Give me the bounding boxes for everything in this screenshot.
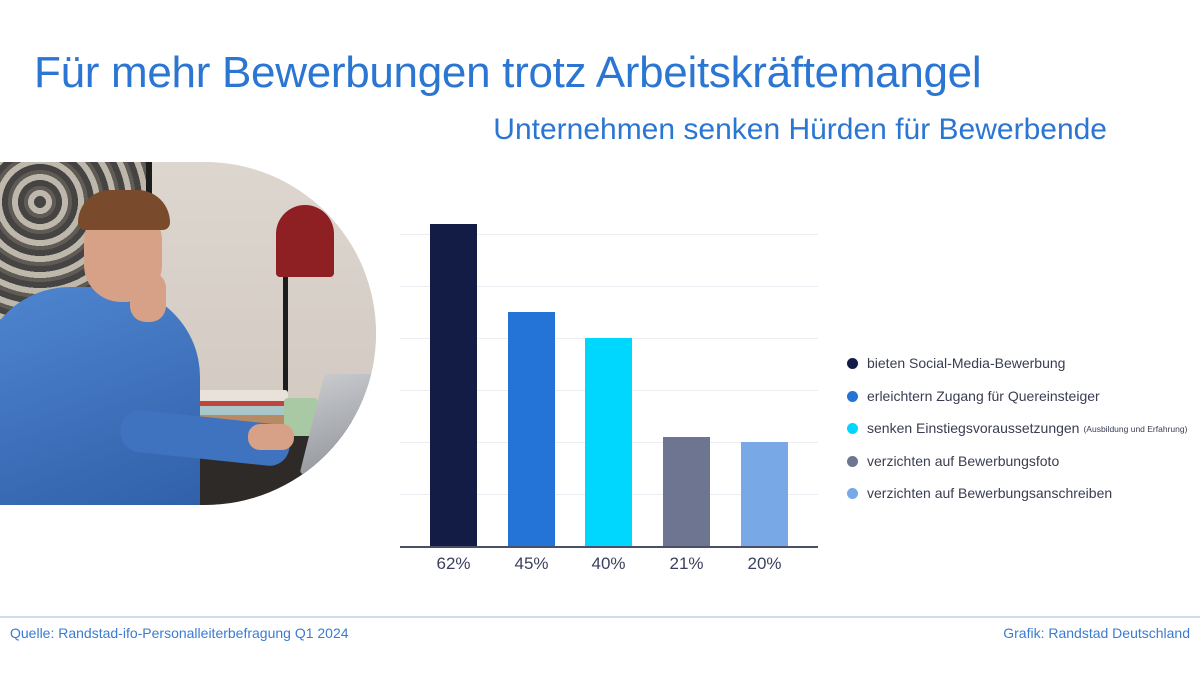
bar-value-label: 62%: [436, 554, 471, 573]
legend-item: senken Einstiegsvoraussetzungen (Ausbildu…: [847, 419, 1187, 452]
photo-lamp-pole: [283, 272, 288, 462]
legend-label: senken Einstiegsvoraussetzungen: [867, 420, 1080, 436]
photo-lamp-shade: [276, 205, 334, 277]
gridline: [400, 286, 818, 287]
chart-legend: bieten Social-Media-Bewerbung erleichtern…: [847, 354, 1187, 517]
bar-value-label: 21%: [669, 554, 704, 573]
bar-5: [741, 442, 788, 546]
legend-item: erleichtern Zugang für Quereinsteiger: [847, 387, 1187, 420]
photo-person-hand: [130, 272, 166, 322]
bar-1: [430, 223, 477, 546]
legend-dot-icon: [847, 390, 858, 402]
bar-value-label: 45%: [514, 554, 549, 573]
bar-2: [508, 312, 555, 546]
chart-title: Für mehr Bewerbungen trotz Arbeitskräfte…: [34, 48, 982, 97]
graphic-credit: Grafik: Randstad Deutschland: [1003, 625, 1190, 641]
bar-value-label: 40%: [591, 554, 626, 573]
x-axis-line: [400, 546, 818, 548]
photo-person-typing-hand: [248, 424, 294, 450]
bar-4: [663, 436, 710, 546]
legend-item: verzichten auf Bewerbungsanschreiben: [847, 484, 1187, 517]
bar-value-label: 20%: [747, 554, 782, 573]
photo-person-hair: [78, 190, 170, 230]
legend-label: erleichtern Zugang für Quereinsteiger: [867, 387, 1100, 404]
legend-item: bieten Social-Media-Bewerbung: [847, 354, 1187, 387]
legend-item: verzichten auf Bewerbungsfoto: [847, 452, 1187, 485]
legend-dot-icon: [847, 455, 858, 467]
photo-person-body: [0, 287, 200, 505]
bar-3: [585, 338, 632, 546]
footer-divider: [0, 616, 1200, 618]
legend-label: bieten Social-Media-Bewerbung: [867, 355, 1066, 371]
legend-label: verzichten auf Bewerbungsanschreiben: [867, 485, 1113, 501]
legend-label: verzichten auf Bewerbungsfoto: [867, 452, 1060, 469]
legend-dot-icon: [847, 488, 858, 499]
gridline: [400, 234, 818, 235]
legend-dot-icon: [847, 358, 858, 369]
hero-photo: [0, 162, 376, 505]
source-note: Quelle: Randstad-ifo-Personalleiterbefra…: [10, 625, 349, 641]
legend-dot-icon: [847, 423, 858, 434]
chart-subtitle: Unternehmen senken Hürden für Bewerbende: [493, 113, 1107, 146]
legend-note: (Ausbildung und Erfahrung): [1083, 424, 1188, 434]
